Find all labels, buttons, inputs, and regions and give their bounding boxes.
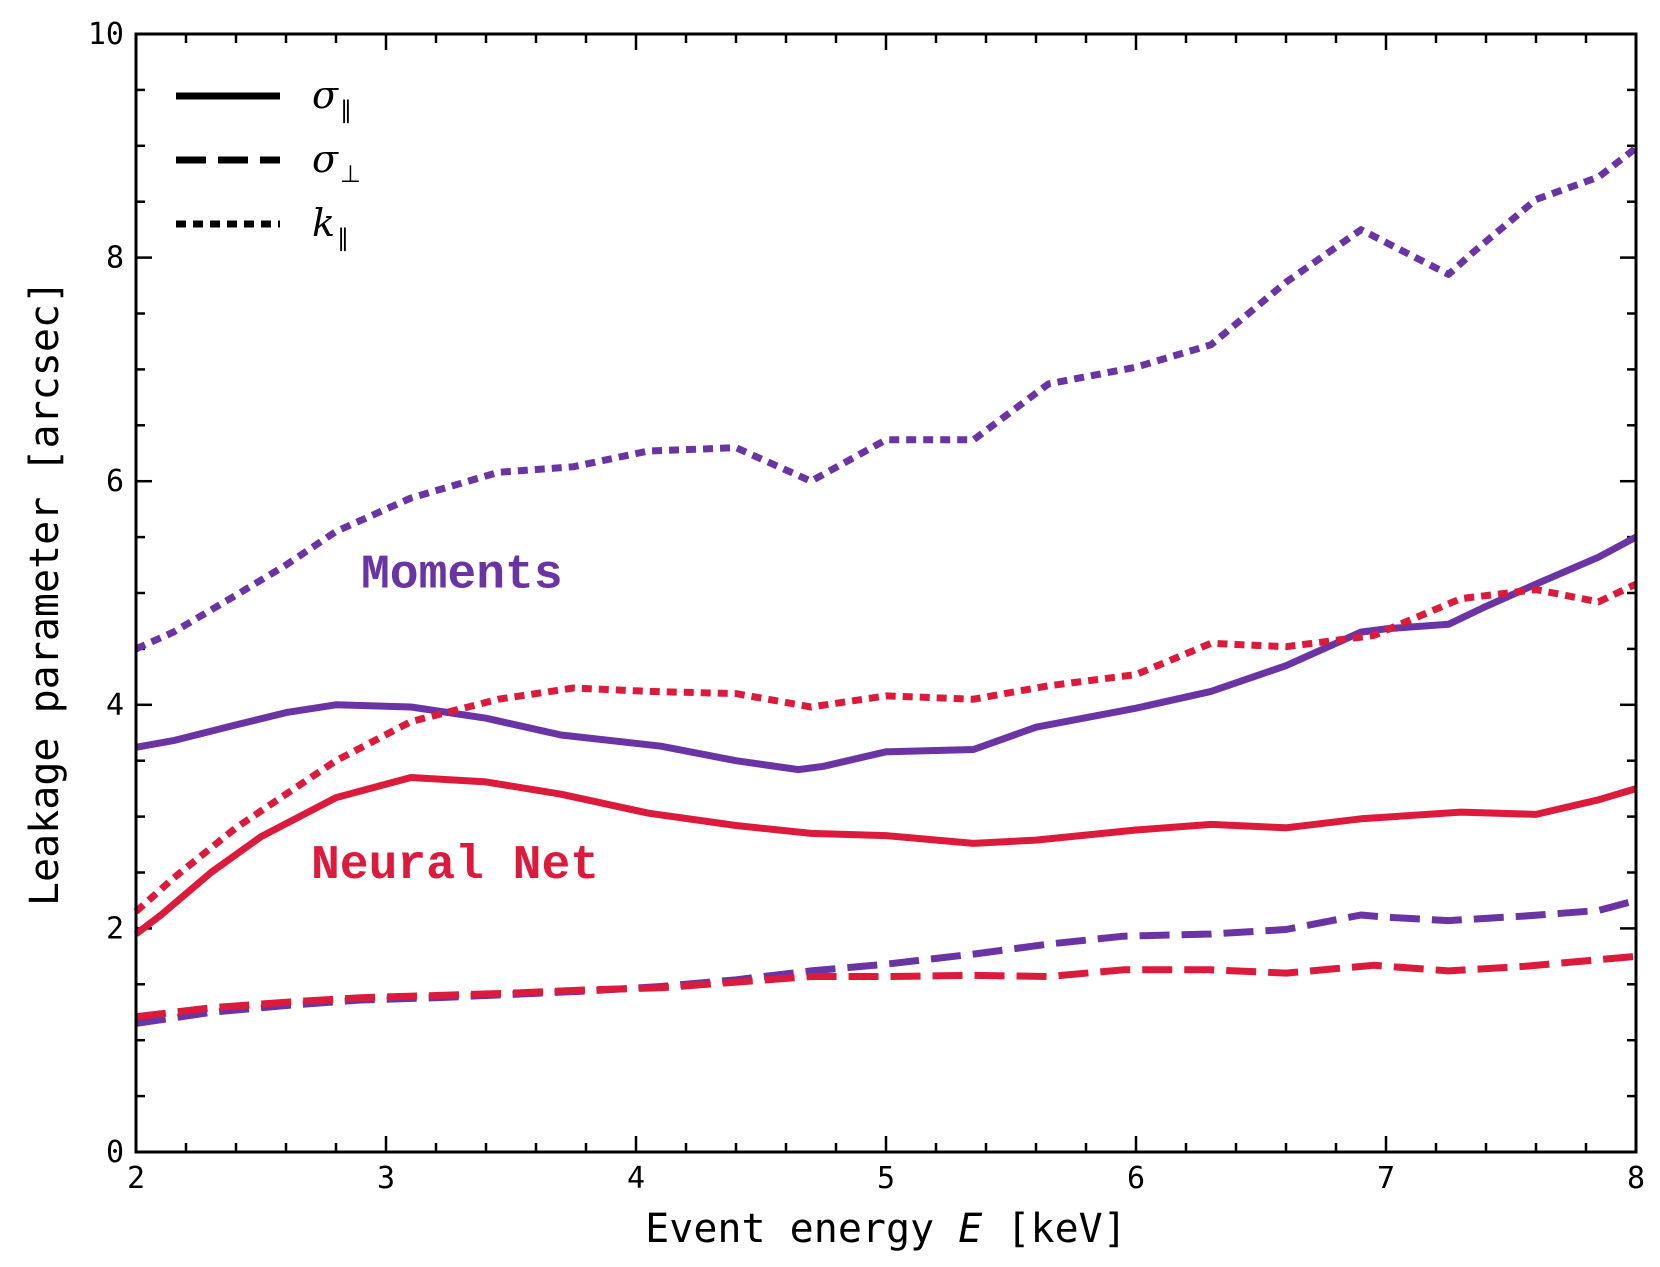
series-line-moments-solid [135, 534, 1638, 774]
x-tick-label: 7 [1377, 1161, 1395, 1196]
y-tick-label: 6 [106, 464, 124, 499]
y-tick-label: 0 [106, 1135, 124, 1170]
x-tick-label: 5 [877, 1161, 895, 1196]
x-tick-label: 4 [627, 1161, 645, 1196]
y-tick-label: 8 [106, 241, 124, 276]
legend: σ∥ σ⊥ k∥ [176, 73, 361, 252]
x-tick-label: 8 [1627, 1161, 1645, 1196]
legend-label: σ⊥ [312, 137, 361, 188]
annotations: Moments Neural Net [311, 548, 599, 893]
series-line-neural-net-solid [133, 774, 1638, 937]
x-axis-title-post: [keV] [982, 1206, 1127, 1252]
y-axis-title: Leakage parameter [arcsec] [22, 280, 68, 906]
x-axis-title-variable: E [958, 1206, 982, 1252]
y-tick-label: 4 [106, 688, 124, 723]
y-tick-label: 10 [88, 17, 124, 52]
series-line-moments-dashed [135, 897, 1637, 1027]
series-lines [133, 145, 1639, 1027]
annotation-neural-net: Neural Net [311, 839, 599, 893]
x-tick-label: 2 [127, 1161, 145, 1196]
x-tick-label: 3 [377, 1161, 395, 1196]
x-tick-label: 6 [1127, 1161, 1145, 1196]
legend-label: k∥ [312, 201, 349, 252]
series-line-neural-net-dotted [133, 580, 1638, 915]
legend-label: σ∥ [312, 73, 352, 124]
series-line-moments-dotted [134, 145, 1639, 653]
x-axis-title-pre: Event energy [645, 1206, 958, 1252]
series-line-neural-net-dashed [135, 952, 1637, 1021]
y-tick-label: 2 [106, 911, 124, 946]
annotation-moments: Moments [361, 548, 563, 602]
x-axis-title: Event energy E [keV] [645, 1206, 1127, 1252]
plot-frame [134, 32, 1638, 1154]
